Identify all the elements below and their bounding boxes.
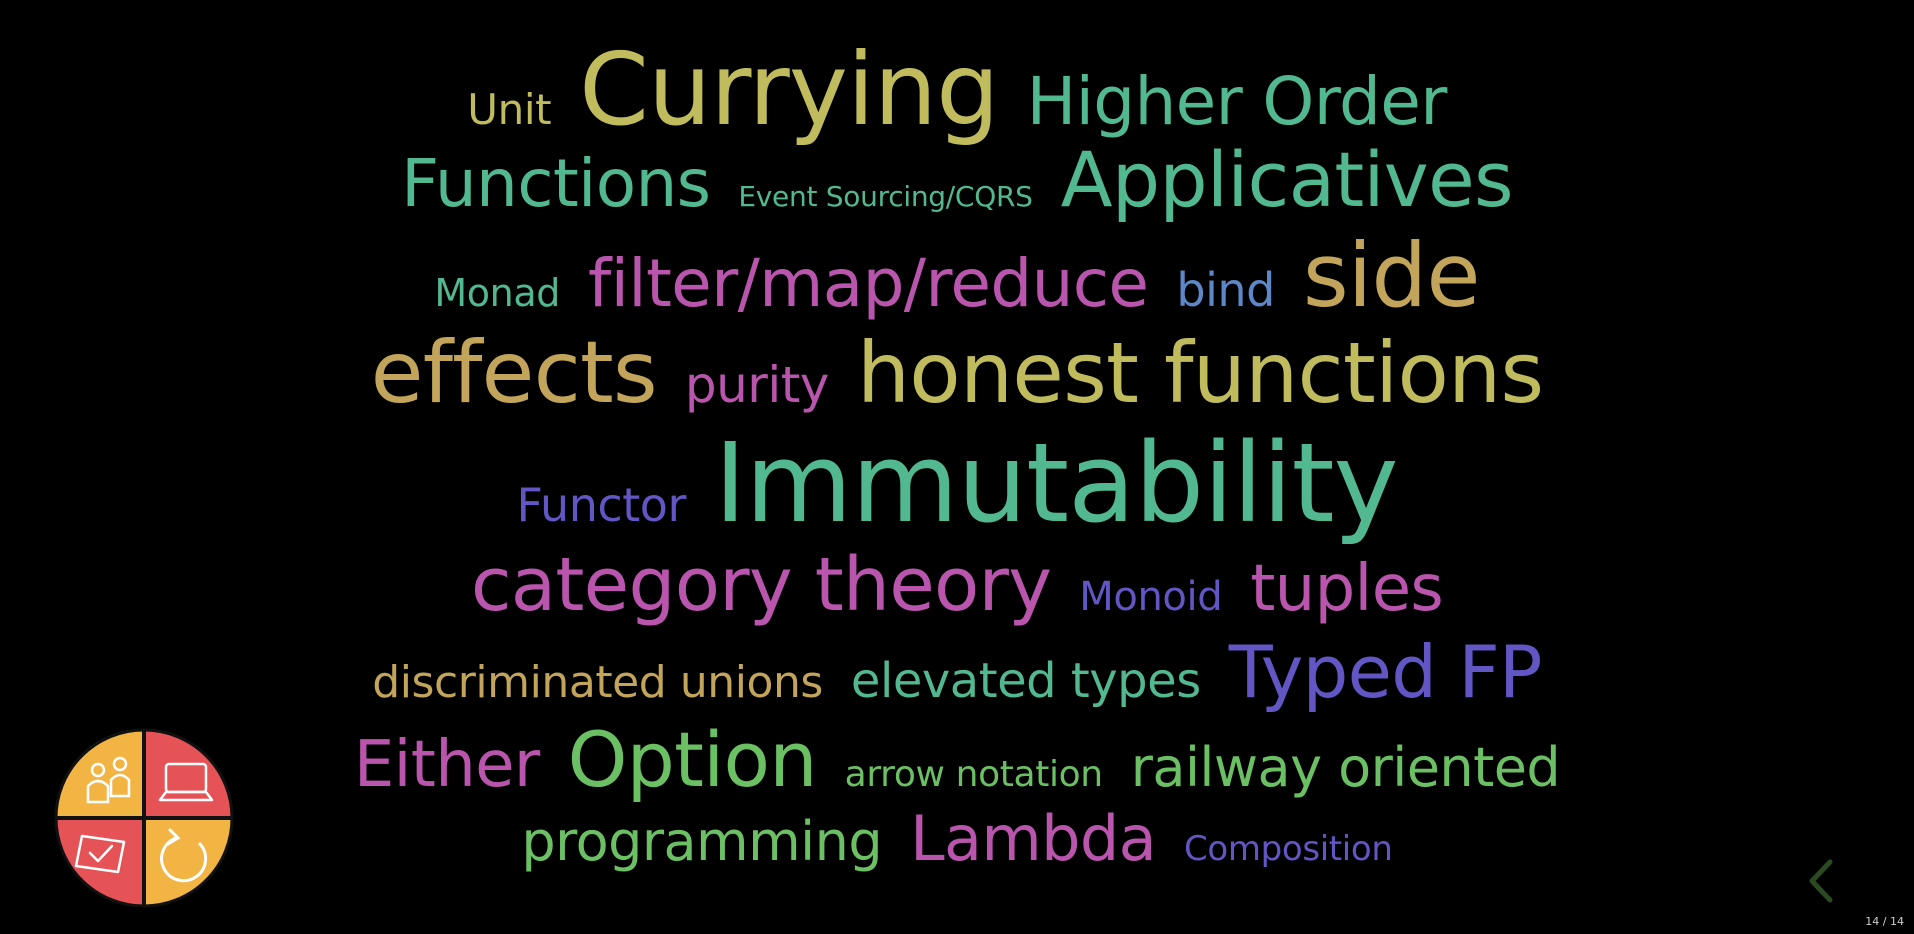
cloud-line-4: effects purity honest functions [0,330,1914,416]
word-event-sourcing-cqrs: Event Sourcing/CQRS [738,180,1033,213]
word-monad: Monad [434,271,561,315]
word-category-theory: category theory [470,542,1052,628]
cloud-line-5: Functor Immutability [0,428,1914,538]
cloud-line-8: Either Option arrow notation railway ori… [0,722,1914,798]
word-unit: Unit [467,85,552,134]
cloud-line-2: Functions Event Sourcing/CQRS Applicativ… [0,142,1914,218]
cloud-line-1: Unit Currying Higher Order [0,40,1914,140]
word-lambda: Lambda [910,802,1157,875]
word-discriminated-unions: discriminated unions [372,657,823,708]
word-purity: purity [684,356,830,414]
word-composition: Composition [1183,829,1393,869]
word-immutability: Immutability [713,419,1399,547]
cloud-line-7: discriminated unions elevated types Type… [0,636,1914,708]
word-currying: Currying [579,31,999,148]
word-arrow-notation: arrow notation [844,754,1103,795]
word-tuples: tuples [1250,552,1444,626]
word-programming: programming [521,810,883,873]
cloud-line-6: category theory Monoid tuples [0,548,1914,622]
cloud-line-3: Monad filter/map/reduce bind side [0,232,1914,320]
slide-counter: 14 / 14 [1865,915,1904,928]
word-functor: Functor [516,478,687,532]
word-higher-order: Higher Order [1026,63,1448,140]
word-side: side [1302,224,1481,327]
word-applicatives: Applicatives [1060,135,1514,224]
team-quadrant-logo-icon [52,726,236,910]
chevron-left-icon [1809,859,1833,903]
word-monoid: Monoid [1079,574,1223,620]
cloud-line-9: programming Lambda Composition [0,808,1914,870]
word-filter-map-reduce: filter/map/reduce [588,245,1149,322]
word-elevated-types: elevated types [850,653,1201,709]
word-either: Either [353,728,540,802]
word-honest-functions: honest functions [856,324,1544,422]
word-railway-oriented: railway oriented [1130,736,1561,799]
word-bind: bind [1176,263,1275,317]
word-functions: Functions [401,145,711,222]
word-option: Option [567,715,818,804]
prev-slide-button[interactable] [1800,856,1840,906]
word-typed-fp: Typed FP [1228,630,1543,714]
word-effects: effects [370,323,658,423]
